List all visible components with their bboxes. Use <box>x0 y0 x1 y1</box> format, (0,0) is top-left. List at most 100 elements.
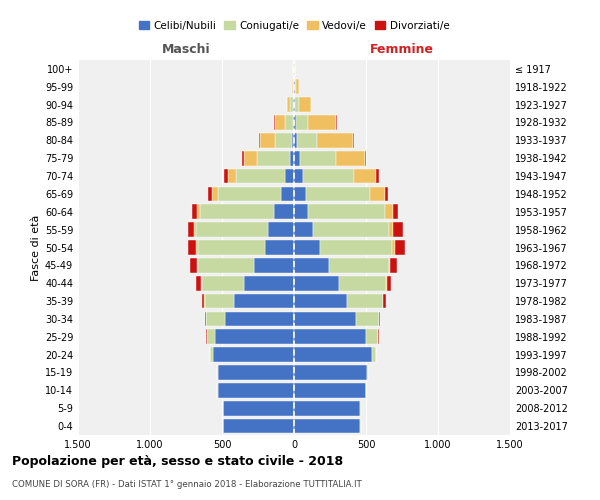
Bar <box>236 168 286 184</box>
Bar <box>200 204 274 219</box>
Bar <box>394 204 398 219</box>
Bar <box>336 151 365 166</box>
Bar <box>347 294 383 308</box>
Bar <box>294 115 296 130</box>
Bar <box>197 258 254 272</box>
Bar <box>196 222 268 237</box>
Bar <box>265 240 294 255</box>
Bar <box>274 204 294 219</box>
Bar <box>228 168 236 184</box>
Bar <box>329 258 389 272</box>
Bar <box>244 276 294 290</box>
Bar <box>294 133 297 148</box>
Bar <box>294 168 302 184</box>
Bar <box>294 330 366 344</box>
Bar <box>294 151 300 166</box>
Bar <box>294 419 360 434</box>
Bar <box>293 115 294 130</box>
Bar <box>376 168 379 184</box>
Bar <box>294 401 360 415</box>
Bar <box>294 186 305 201</box>
Bar <box>260 133 275 148</box>
Bar <box>383 294 386 308</box>
Bar <box>294 294 347 308</box>
Bar <box>202 294 205 308</box>
Bar <box>215 330 294 344</box>
Bar <box>296 80 299 94</box>
Bar <box>299 98 311 112</box>
Bar <box>214 348 294 362</box>
Bar <box>294 312 356 326</box>
Bar <box>196 240 197 255</box>
Bar <box>294 204 308 219</box>
Bar <box>190 258 197 272</box>
Bar <box>259 133 260 148</box>
Bar <box>244 151 257 166</box>
Bar <box>386 276 387 290</box>
Bar <box>275 133 292 148</box>
Text: Femmine: Femmine <box>370 44 434 57</box>
Bar <box>389 222 394 237</box>
Bar <box>211 348 214 362</box>
Bar <box>294 276 338 290</box>
Bar <box>294 383 366 398</box>
Bar <box>389 258 391 272</box>
Bar <box>224 168 228 184</box>
Bar <box>188 240 196 255</box>
Bar <box>207 330 215 344</box>
Bar <box>192 204 197 219</box>
Bar <box>355 168 376 184</box>
Bar <box>206 312 225 326</box>
Bar <box>392 240 395 255</box>
Bar <box>188 222 194 237</box>
Bar <box>202 276 244 290</box>
Bar <box>294 348 372 362</box>
Bar <box>218 365 294 380</box>
Bar <box>208 186 212 201</box>
Bar <box>293 98 294 112</box>
Bar <box>223 419 294 434</box>
Bar <box>394 222 403 237</box>
Bar <box>206 330 207 344</box>
Bar <box>300 151 336 166</box>
Text: Popolazione per età, sesso e stato civile - 2018: Popolazione per età, sesso e stato civil… <box>12 455 343 468</box>
Bar <box>391 258 397 272</box>
Bar <box>205 312 206 326</box>
Bar <box>242 151 244 166</box>
Bar <box>302 168 355 184</box>
Bar <box>225 312 294 326</box>
Text: Maschi: Maschi <box>161 44 211 57</box>
Bar <box>197 240 265 255</box>
Bar <box>296 115 308 130</box>
Bar <box>294 240 320 255</box>
Bar <box>197 204 200 219</box>
Bar <box>294 222 313 237</box>
Bar <box>387 276 391 290</box>
Bar <box>286 168 294 184</box>
Bar <box>268 222 294 237</box>
Bar <box>281 186 294 201</box>
Bar <box>223 401 294 415</box>
Bar <box>218 383 294 398</box>
Bar <box>292 80 293 94</box>
Bar <box>395 240 405 255</box>
Bar <box>254 258 294 272</box>
Bar <box>338 276 386 290</box>
Bar <box>313 222 389 237</box>
Bar <box>379 312 380 326</box>
Bar <box>290 98 293 112</box>
Bar <box>275 115 284 130</box>
Bar <box>287 98 290 112</box>
Bar <box>294 365 367 380</box>
Text: COMUNE DI SORA (FR) - Dati ISTAT 1° gennaio 2018 - Elaborazione TUTTITALIA.IT: COMUNE DI SORA (FR) - Dati ISTAT 1° genn… <box>12 480 362 489</box>
Bar <box>353 133 354 148</box>
Bar <box>308 204 385 219</box>
Y-axis label: Fasce di età: Fasce di età <box>31 214 41 280</box>
Bar <box>295 80 296 94</box>
Bar <box>233 294 294 308</box>
Bar <box>212 186 218 201</box>
Bar <box>320 240 392 255</box>
Bar <box>292 133 294 148</box>
Bar <box>294 98 295 112</box>
Bar <box>295 98 299 112</box>
